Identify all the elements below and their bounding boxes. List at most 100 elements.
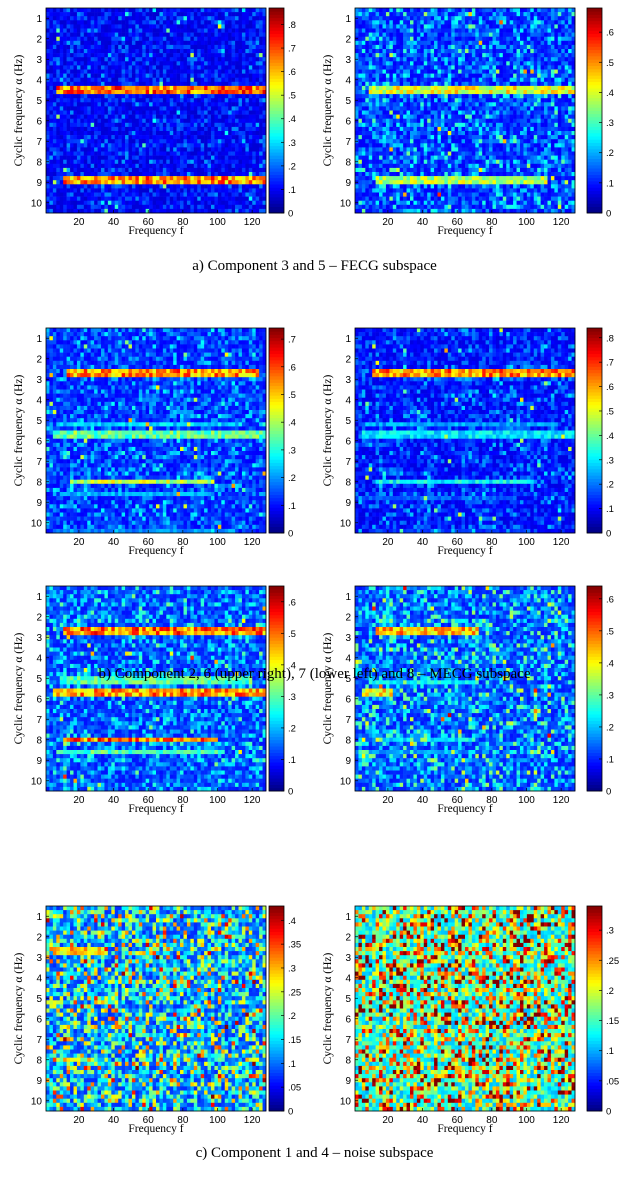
heatmap-cell [252, 12, 256, 16]
heatmap-cell [245, 45, 249, 49]
heatmap-cell [149, 78, 153, 82]
heatmap-cell [256, 45, 260, 49]
heatmap-cell [259, 82, 263, 86]
heatmap-cell [87, 12, 91, 16]
heatmap-cell [74, 65, 78, 69]
heatmap-cell [125, 24, 129, 28]
heatmap-cell [256, 74, 260, 78]
heatmap-cell [190, 53, 194, 57]
heatmap-cell [91, 78, 95, 82]
heatmap-cell [232, 78, 236, 82]
heatmap-cell [153, 41, 157, 45]
heatmap-cell [87, 82, 91, 86]
heatmap-cell [232, 8, 236, 12]
heatmap-cell [49, 74, 53, 78]
heatmap-cell [108, 16, 112, 20]
heatmap-cell [60, 82, 64, 86]
heatmap-cell [77, 8, 81, 12]
heatmap-cell [63, 49, 67, 53]
heatmap-cell [135, 8, 139, 12]
heatmap-cell [111, 37, 115, 41]
heatmap-cell [173, 82, 177, 86]
heatmap-cell [146, 61, 150, 65]
heatmap-cell [56, 57, 60, 61]
heatmap-cell [225, 33, 229, 37]
heatmap-cell [74, 57, 78, 61]
heatmap-cell [135, 74, 139, 78]
heatmap-cell [108, 29, 112, 33]
heatmap-cell [163, 74, 167, 78]
heatmap-cell [214, 70, 218, 74]
heatmap-cell [184, 74, 188, 78]
heatmap-cell [242, 70, 246, 74]
heatmap-cell [91, 82, 95, 86]
heatmap-cell [214, 82, 218, 86]
heatmap-cell [142, 82, 146, 86]
heatmap-cell [170, 37, 174, 41]
heatmap-cell [53, 49, 57, 53]
heatmap-cell [170, 82, 174, 86]
heatmap-cell [166, 70, 170, 74]
heatmap-cell [228, 82, 232, 86]
heatmap-cell [46, 70, 50, 74]
heatmap-cell [94, 82, 98, 86]
heatmap-cell [94, 65, 98, 69]
heatmap-cell [190, 61, 194, 65]
heatmap-cell [245, 12, 249, 16]
heatmap-cell [156, 45, 160, 49]
heatmap-cell [84, 29, 88, 33]
heatmap-cell [115, 74, 119, 78]
heatmap-cell [249, 49, 253, 53]
heatmap-cell [111, 82, 115, 86]
heatmap-cell [122, 16, 126, 20]
heatmap-cell [122, 82, 126, 86]
heatmap-cell [170, 8, 174, 12]
heatmap-cell [180, 78, 184, 82]
heatmap-cell [194, 8, 198, 12]
heatmap-cell [67, 33, 71, 37]
heatmap-cell [211, 20, 215, 24]
heatmap-cell [139, 78, 143, 82]
heatmap-cell [146, 16, 150, 20]
heatmap-cell [173, 24, 177, 28]
heatmap-cell [170, 53, 174, 57]
heatmap-cell [98, 12, 102, 16]
heatmap-cell [221, 49, 225, 53]
heatmap-cell [232, 29, 236, 33]
heatmap-cell [108, 45, 112, 49]
heatmap-cell [56, 8, 60, 12]
heatmap-cell [146, 45, 150, 49]
heatmap-cell [239, 82, 243, 86]
heatmap-cell [180, 49, 184, 53]
heatmap-cell [180, 24, 184, 28]
heatmap-cell [242, 33, 246, 37]
heatmap-cell [135, 78, 139, 82]
heatmap-cell [87, 24, 91, 28]
heatmap-cell [91, 45, 95, 49]
heatmap-cell [70, 16, 74, 20]
heatmap-cell [125, 16, 129, 20]
heatmap-cell [173, 53, 177, 57]
heatmap-cell [163, 16, 167, 20]
heatmap-cell [74, 12, 78, 16]
heatmap-cell [232, 37, 236, 41]
heatmap-cell [214, 65, 218, 69]
heatmap-cell [111, 53, 115, 57]
heatmap-cell [56, 74, 60, 78]
heatmap-cell [67, 61, 71, 65]
heatmap-cell [87, 16, 91, 20]
heatmap-cell [142, 65, 146, 69]
heatmap-cell [149, 33, 153, 37]
heatmap-cell [204, 8, 208, 12]
heatmap-cell [245, 53, 249, 57]
heatmap-cell [235, 70, 239, 74]
heatmap-cell [166, 20, 170, 24]
heatmap-cell [56, 65, 60, 69]
heatmap-cell [142, 78, 146, 82]
heatmap-cell [211, 82, 215, 86]
heatmap-cell [135, 65, 139, 69]
heatmap-cell [104, 33, 108, 37]
heatmap-cell [187, 57, 191, 61]
heatmap-cell [132, 16, 136, 20]
heatmap-cell [180, 12, 184, 16]
